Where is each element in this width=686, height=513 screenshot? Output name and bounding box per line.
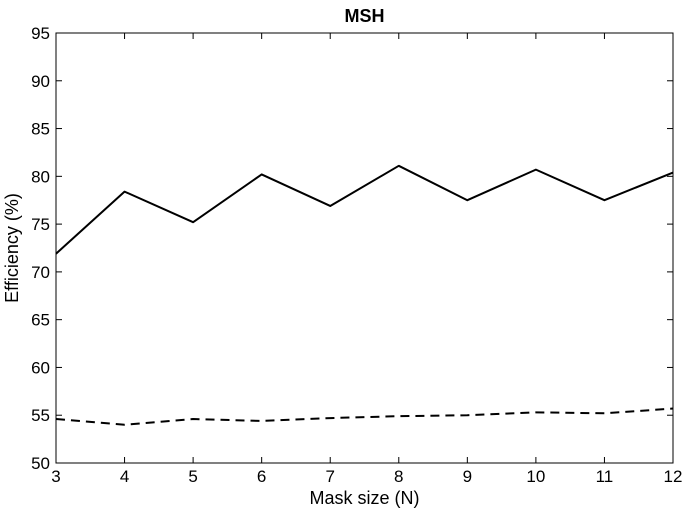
- y-tick-label: 90: [31, 72, 50, 91]
- x-tick-label: 11: [596, 467, 614, 486]
- series-line-1: [55, 164, 674, 255]
- x-tick-label: 9: [463, 467, 472, 486]
- x-tick-label: 7: [325, 467, 334, 486]
- y-tick-label: 70: [31, 263, 50, 282]
- y-tick-label: 65: [31, 311, 50, 330]
- y-tick-label: 60: [31, 358, 50, 377]
- plot-area: 3 4 5 6 7 8 9 10 11 12 50 55 60 65 70 75 80 85 90 95: [31, 24, 682, 486]
- x-tick-label: 8: [394, 467, 403, 486]
- series-line-2: [55, 407, 674, 426]
- y-tick-label: 75: [31, 215, 50, 234]
- chart-title: MSH: [345, 6, 385, 26]
- x-tick-label: 12: [664, 467, 683, 486]
- y-tick-label: 50: [31, 454, 50, 473]
- x-tick-label: 5: [188, 467, 197, 486]
- x-tick-label: 10: [526, 467, 545, 486]
- x-tick-label: 3: [51, 467, 60, 486]
- x-tick-label: 4: [120, 467, 129, 486]
- y-tick-label: 80: [31, 167, 50, 186]
- y-tick-label: 55: [31, 406, 50, 425]
- x-axis-title: Mask size (N): [309, 488, 419, 508]
- y-tick-label: 85: [31, 120, 50, 139]
- y-tick-label: 95: [31, 24, 50, 43]
- y-axis-title: Efficiency (%): [2, 193, 22, 303]
- x-tick-label: 6: [257, 467, 266, 486]
- plot-frame: [55, 32, 674, 464]
